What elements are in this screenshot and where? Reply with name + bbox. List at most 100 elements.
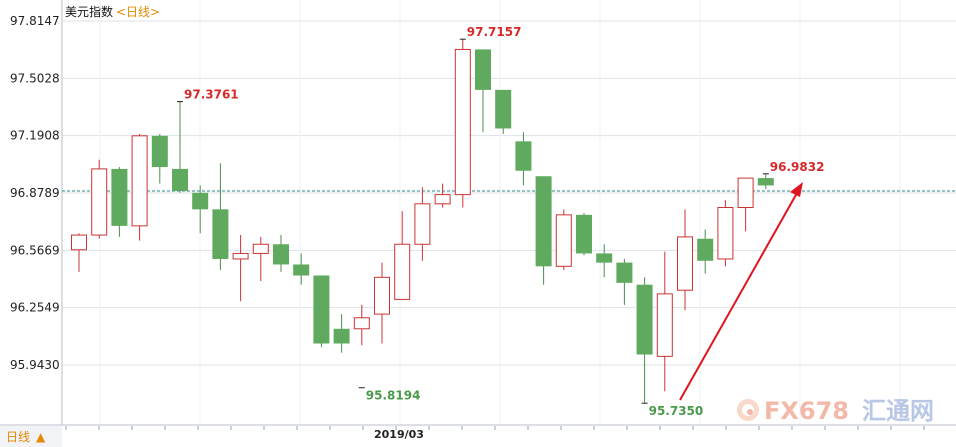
period-tab[interactable] — [0, 426, 62, 447]
candle-32 — [697, 229, 714, 274]
candle-body-up — [737, 177, 754, 208]
annotation-label: 97.7157 — [467, 25, 522, 39]
candle-10 — [252, 236, 269, 282]
candle-7 — [192, 185, 209, 234]
y-tick-label: 95.9430 — [10, 358, 60, 372]
candle-body-up — [414, 203, 431, 245]
candle-14 — [333, 314, 350, 353]
candle-26 — [576, 213, 592, 256]
candle-body-down — [313, 275, 330, 344]
candle-body-up — [71, 234, 87, 251]
annotation-label: 97.3761 — [184, 88, 239, 102]
annotation-97.3761: 97.3761 — [177, 88, 239, 103]
candle-5 — [151, 133, 168, 184]
candle-8 — [212, 163, 229, 270]
candle-21 — [475, 49, 491, 133]
candle-body-down — [616, 262, 633, 283]
candle-body-up — [717, 206, 734, 260]
candle-body-up — [232, 252, 249, 260]
candle-17 — [394, 211, 411, 300]
candle-28 — [616, 258, 633, 305]
trend-arrow — [679, 182, 803, 401]
candle-body-down — [697, 238, 714, 261]
y-tick-label: 96.8789 — [10, 186, 60, 200]
candle-body-down — [576, 214, 592, 254]
candle-29 — [636, 277, 653, 404]
candle-20 — [454, 39, 471, 208]
candle-body-up — [677, 236, 693, 291]
watermark: FX678 汇通网 — [737, 397, 934, 425]
candle-body-down — [111, 168, 128, 226]
candle-body-down — [757, 178, 774, 186]
annotation-label: 96.9832 — [770, 160, 825, 174]
candle-24 — [535, 176, 552, 285]
y-tick-label: 97.1908 — [10, 129, 60, 143]
candles — [71, 39, 774, 404]
candle-body-up — [555, 214, 572, 267]
candle-2 — [91, 159, 108, 239]
brand-watermark: FX678 — [764, 397, 849, 425]
annotation-95.8194: 95.8194 — [358, 387, 421, 403]
y-tick-label: 96.2549 — [10, 301, 60, 315]
candle-body-up — [394, 243, 411, 300]
candle-body-down — [273, 244, 289, 265]
candle-22 — [495, 89, 512, 134]
candle-23 — [515, 132, 532, 186]
candle-19 — [434, 183, 451, 208]
candle-18 — [414, 187, 431, 261]
candle-body-down — [475, 49, 491, 90]
candle-body-up — [454, 48, 471, 196]
candle-body-up — [91, 168, 108, 236]
price-annotations: 97.3761 95.8194 97.7157 95.7350 96.9832 — [177, 25, 824, 418]
y-tick-label: 97.5028 — [10, 71, 60, 85]
candle-body-down — [151, 135, 168, 168]
candle-body-down — [495, 89, 512, 129]
candle-body-down — [515, 141, 532, 171]
grid — [62, 0, 956, 425]
candle-body-down — [293, 264, 310, 276]
candle-body-down — [636, 284, 653, 355]
period-tab-arrow-icon[interactable]: ▲ — [36, 430, 46, 444]
candle-25 — [555, 209, 572, 270]
candle-33 — [717, 200, 734, 267]
y-axis-ticks: 97.8147 97.5028 97.1908 96.8789 96.5669 96.25… — [10, 14, 60, 372]
candle-15 — [353, 304, 370, 346]
candle-31 — [677, 209, 693, 311]
candle-12 — [293, 253, 310, 285]
candle-body-down — [596, 253, 613, 263]
candle-body-up — [252, 243, 269, 254]
annotation-label: 95.8194 — [366, 389, 421, 403]
candle-6 — [172, 101, 188, 193]
candle-3 — [111, 167, 128, 237]
candle-34 — [737, 177, 754, 232]
candle-9 — [232, 235, 249, 302]
candle-16 — [374, 262, 390, 344]
annotation-97.7157: 97.7157 — [459, 25, 522, 40]
candle-body-down — [192, 192, 209, 210]
annotation-96.9832: 96.9832 — [762, 160, 825, 175]
candle-1 — [71, 233, 87, 272]
annotation-95.7350: 95.7350 — [641, 402, 704, 418]
candle-11 — [273, 235, 289, 272]
candle-body-down — [212, 209, 229, 259]
candle-body-down — [172, 168, 188, 191]
candle-4 — [131, 133, 148, 241]
y-tick-label: 97.8147 — [10, 14, 60, 28]
candle-body-up — [353, 317, 370, 330]
candle-body-down — [333, 328, 350, 344]
candle-27 — [596, 244, 613, 278]
candle-30 — [656, 251, 673, 392]
x-axis-ticks — [65, 426, 925, 430]
x-axis-date-label: 2019/03 — [374, 428, 424, 441]
period-tab-label[interactable]: 日线 — [6, 430, 30, 444]
candle-body-up — [656, 293, 673, 357]
candle-body-up — [434, 194, 451, 205]
chart-title: 美元指数 — [65, 4, 113, 19]
candle-body-up — [131, 135, 148, 227]
candle-13 — [313, 275, 330, 348]
chart-period[interactable]: <日线> — [116, 5, 160, 19]
annotation-label: 95.7350 — [649, 404, 704, 418]
y-tick-label: 96.5669 — [10, 243, 60, 257]
candle-body-up — [374, 276, 390, 315]
